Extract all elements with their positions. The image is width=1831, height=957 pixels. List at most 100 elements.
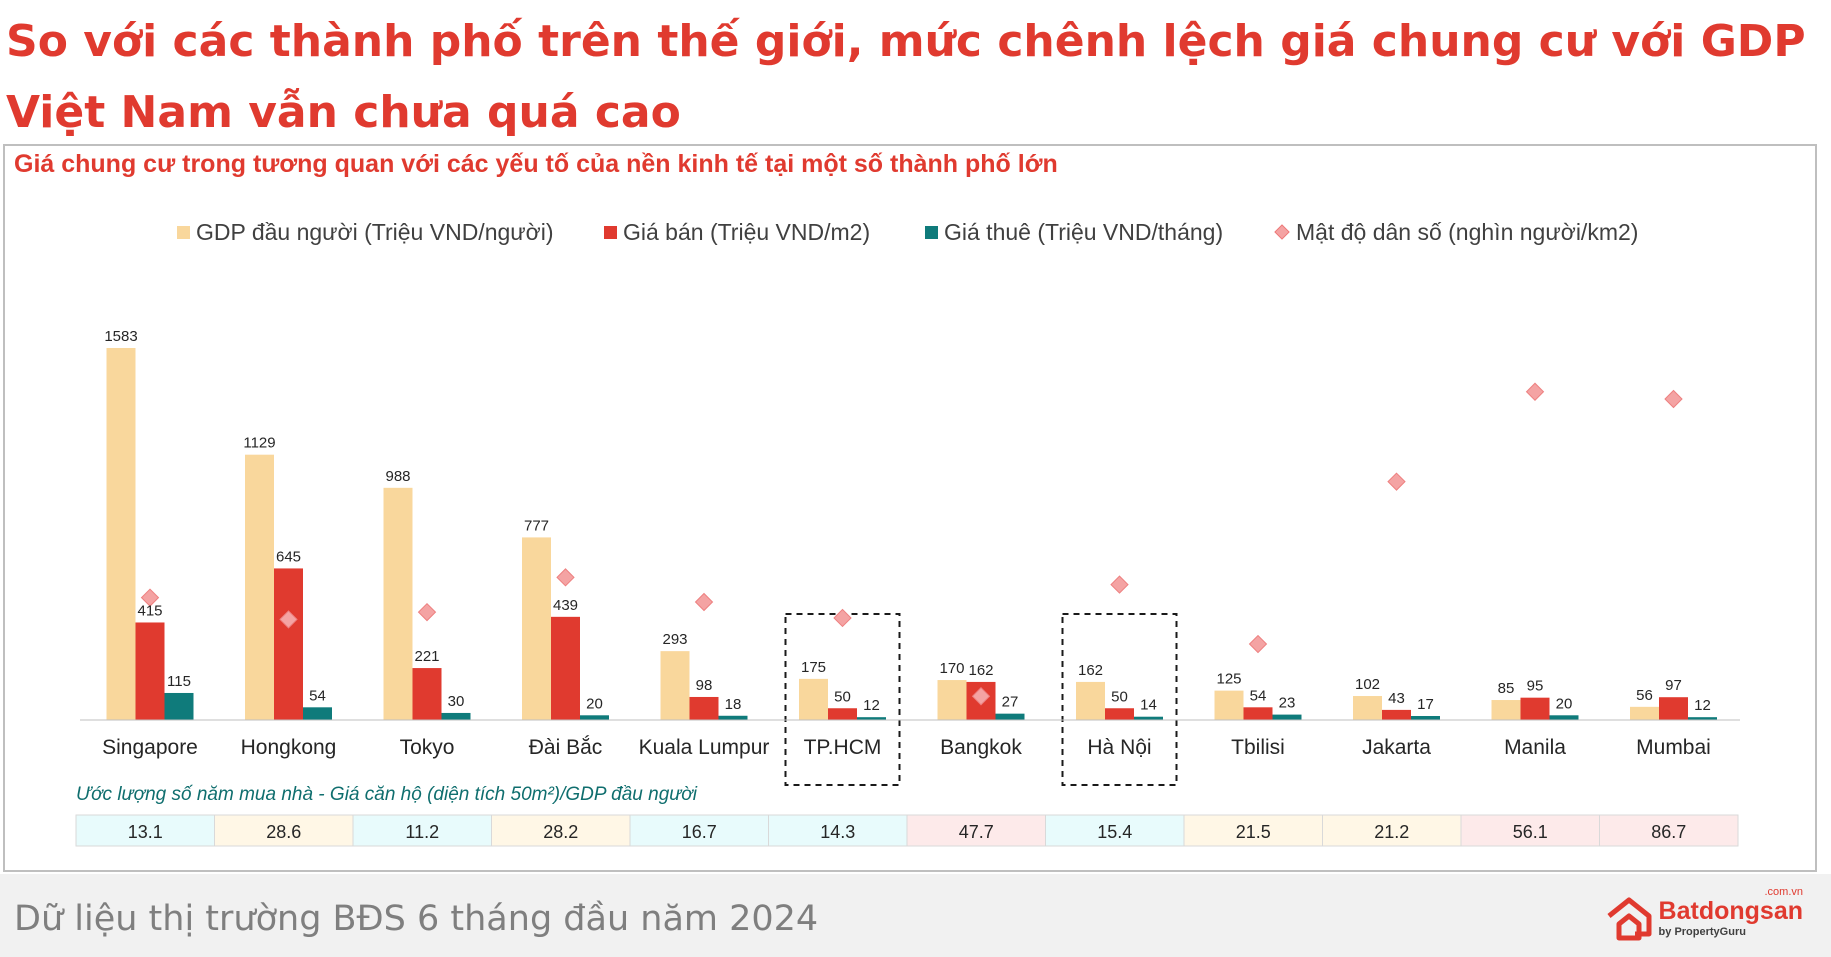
density-point-dai-bac (556, 568, 575, 587)
density-point-singapore (140, 588, 160, 607)
value-label-bangkok-0: 170 (939, 660, 964, 677)
highlight-frame-ha-noi (1061, 613, 1178, 786)
bar-gdp-singapore (106, 347, 136, 720)
bar-gdp-hongkong (245, 454, 274, 720)
bar-gia-mumbai (1688, 717, 1717, 720)
bar-gia-jakarta (1382, 709, 1411, 720)
bar-gia-bangkok (995, 713, 1025, 720)
bar-gdp-tbilisi (1214, 690, 1244, 720)
x-tick-singapore: Singapore (102, 736, 198, 759)
table-value-dai-bac: 28.2 (543, 822, 578, 842)
x-tick-tokyo: Tokyo (400, 736, 455, 759)
bar-gia-ha-noi (1134, 716, 1163, 720)
legend-label-gia-thue-trieu-vnd-thang: Giá thuê (Triệu VND/tháng) (944, 219, 1223, 245)
table-value-mumbai: 86.7 (1651, 822, 1686, 842)
bar-gdp-mumbai (1630, 706, 1659, 720)
table-cell-bangkok (906, 814, 1046, 847)
bar-gia-singapore (135, 622, 165, 720)
bar-gdp-ha-noi (1076, 681, 1105, 720)
value-label-hongkong-0: 1129 (243, 435, 275, 452)
density-point-bangkok (971, 687, 991, 706)
value-label-mumbai-2: 12 (1694, 697, 1711, 714)
bar-gia-tbilisi (1272, 714, 1302, 720)
value-label-tokyo-1: 221 (414, 648, 439, 665)
bar-gia-hongkong (274, 568, 303, 720)
value-label-hongkong-2: 54 (309, 687, 326, 704)
density-point-tbilisi (1248, 634, 1268, 654)
x-tick-kuala-lumpur: Kuala Lumpur (639, 736, 770, 759)
value-labels: 1583 415 115 1129 645 54 988 221 30 777 439 20 293 98… (104, 328, 1711, 714)
density-point-jakarta (1387, 472, 1406, 491)
x-tick-tbilisi: Tbilisi (1231, 736, 1285, 759)
table-cell-dai-bac (491, 814, 631, 847)
legend-marker-gia-ban-trieu-vnd-m2 (604, 226, 617, 239)
value-label-dai-bac-2: 20 (586, 695, 603, 712)
bar-gia-hongkong (303, 707, 332, 720)
bar-gia-tbilisi (1243, 707, 1273, 720)
value-label-manila-1: 95 (1527, 678, 1544, 695)
value-label-dai-bac-1: 439 (553, 597, 578, 614)
bar-gia-kuala-lumpur (689, 696, 719, 720)
table-cell-tp-hcm (768, 814, 908, 847)
value-label-kuala-lumpur-1: 98 (696, 677, 713, 694)
years-table: Ước lượng số năm mua nhà - Giá căn hộ (d… (75, 784, 1739, 847)
bar-gia-tokyo (441, 712, 471, 720)
bar-gdp-kuala-lumpur (660, 651, 690, 720)
table-cell-mumbai (1599, 814, 1739, 847)
value-label-hongkong-1: 645 (276, 548, 301, 565)
table-cell-tokyo (352, 814, 492, 847)
value-label-singapore-2: 115 (167, 673, 191, 690)
x-tick-hongkong: Hongkong (241, 736, 337, 759)
house-logo-icon (1606, 897, 1652, 941)
value-label-singapore-1: 415 (137, 602, 162, 619)
bar-gia-jakarta (1411, 716, 1440, 720)
x-tick-tp-hcm: TP.HCM (804, 736, 882, 759)
page-headline: So với các thành phố trên thế giới, mức … (6, 16, 1806, 138)
value-label-ha-noi-1: 50 (1111, 688, 1128, 705)
chart-legend: GDP đầu người (Triệu VND/người) Giá bán (… (177, 219, 1638, 245)
value-label-bangkok-1: 162 (968, 662, 993, 679)
legend-label-mat-do-dan-so-nghin-nguoi-km2: Mật độ dân số (nghìn người/km2) (1296, 219, 1638, 245)
bar-gia-manila (1549, 715, 1579, 720)
grouped-bar-chart: GDP đầu người (Triệu VND/người) Giá bán (… (75, 219, 1740, 847)
bar-gia-dai-bac (580, 715, 609, 720)
value-label-kuala-lumpur-2: 18 (725, 696, 742, 713)
value-label-dai-bac-0: 777 (524, 517, 549, 534)
density-point-tokyo (417, 602, 437, 622)
table-caption: Ước lượng số năm mua nhà - Giá căn hộ (d… (76, 784, 698, 805)
value-label-manila-2: 20 (1556, 695, 1573, 712)
bar-gdp-tokyo (383, 487, 413, 720)
table-cell-kuala-lumpur (629, 814, 769, 847)
bar-gia-ha-noi (1105, 708, 1134, 720)
table-value-kuala-lumpur: 16.7 (682, 822, 717, 842)
batdongsan-logo: .com.vn Batdongsan by PropertyGuru (1605, 886, 1803, 943)
x-tick-ha-noi: Hà Nội (1087, 736, 1151, 759)
density-point-manila (1525, 382, 1545, 401)
value-label-jakarta-1: 43 (1388, 690, 1405, 707)
chart-title: Giá chung cư trong tương quan với các yế… (14, 150, 1058, 178)
bar-gdp-tp-hcm (799, 678, 828, 720)
logo-domain: .com.vn (1764, 885, 1803, 898)
table-value-jakarta: 21.2 (1374, 822, 1409, 842)
value-label-tbilisi-1: 54 (1250, 687, 1267, 704)
value-label-manila-0: 85 (1498, 680, 1515, 697)
bar-gia-dai-bac (551, 616, 580, 720)
value-label-jakarta-2: 17 (1417, 696, 1434, 713)
x-tick-jakarta: Jakarta (1362, 736, 1431, 759)
value-label-mumbai-1: 97 (1665, 677, 1682, 694)
legend-marker-gdp-dau-nguoi-trieu-vnd-nguoi (177, 226, 190, 239)
x-tick-dai-bac: Đài Bắc (529, 736, 603, 759)
table-value-ha-noi: 15.4 (1097, 822, 1132, 842)
density-points (140, 382, 1683, 706)
value-label-tokyo-2: 30 (448, 693, 465, 710)
table-value-manila: 56.1 (1513, 822, 1548, 842)
bar-gdp-manila (1491, 700, 1521, 720)
footer-bar (0, 874, 1831, 957)
logo-name: Batdongsan (1658, 896, 1803, 925)
table-value-hongkong: 28.6 (266, 822, 301, 842)
value-label-tokyo-0: 988 (385, 468, 410, 485)
legend-marker-mat-do-dan-so-nghin-nguoi-km2 (1274, 224, 1290, 240)
bar-gia-manila (1520, 697, 1550, 720)
footer-text: Dữ liệu thị trường BĐS 6 tháng đầu năm 2… (14, 899, 819, 939)
bar-gia-tp-hcm (828, 708, 857, 720)
